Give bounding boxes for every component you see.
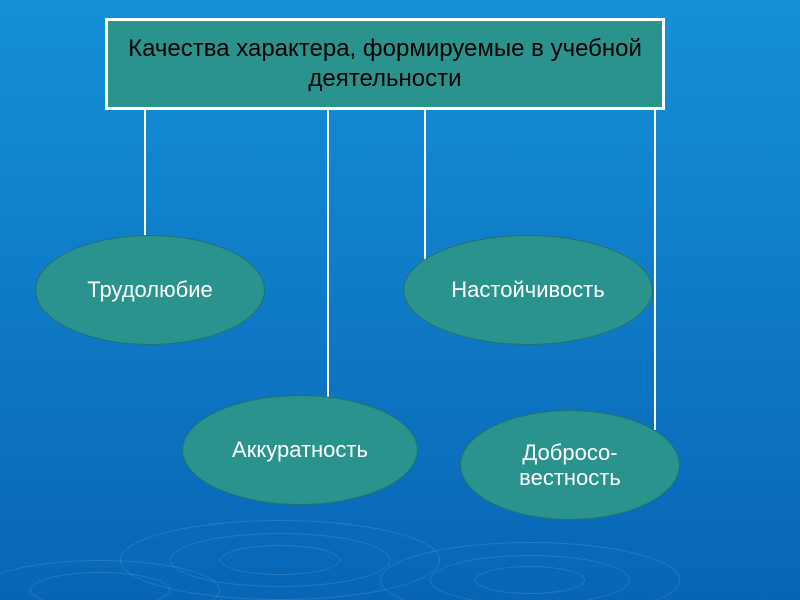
header-text: Качества характера, формируемые в учебно…: [128, 34, 642, 94]
node-n2: Аккуратность: [182, 395, 418, 505]
node-label: Настойчивость: [451, 277, 604, 302]
node-label: Добросо- вестность: [519, 440, 621, 491]
node-label: Трудолюбие: [87, 277, 213, 302]
node-label: Аккуратность: [232, 437, 368, 462]
header-box: Качества характера, формируемые в учебно…: [105, 18, 665, 110]
node-n3: Настойчивость: [403, 235, 653, 345]
node-n4: Добросо- вестность: [460, 410, 680, 520]
node-n1: Трудолюбие: [35, 235, 265, 345]
